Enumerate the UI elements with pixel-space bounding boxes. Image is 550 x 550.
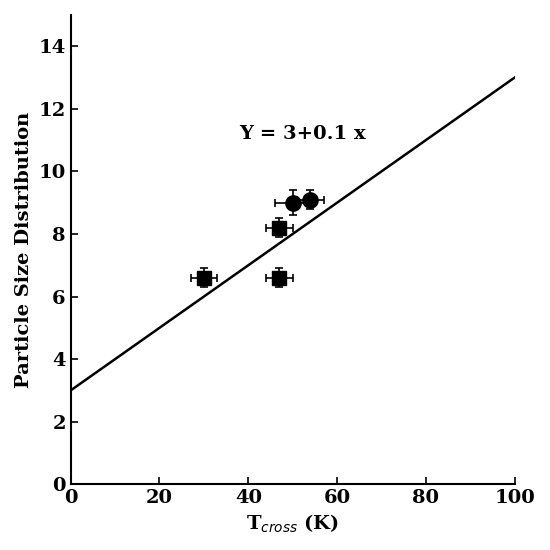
Text: Y = 3+0.1 x: Y = 3+0.1 x: [239, 125, 366, 143]
X-axis label: T$_{cross}$ (K): T$_{cross}$ (K): [246, 513, 339, 535]
Y-axis label: Particle Size Distribution: Particle Size Distribution: [15, 112, 33, 388]
